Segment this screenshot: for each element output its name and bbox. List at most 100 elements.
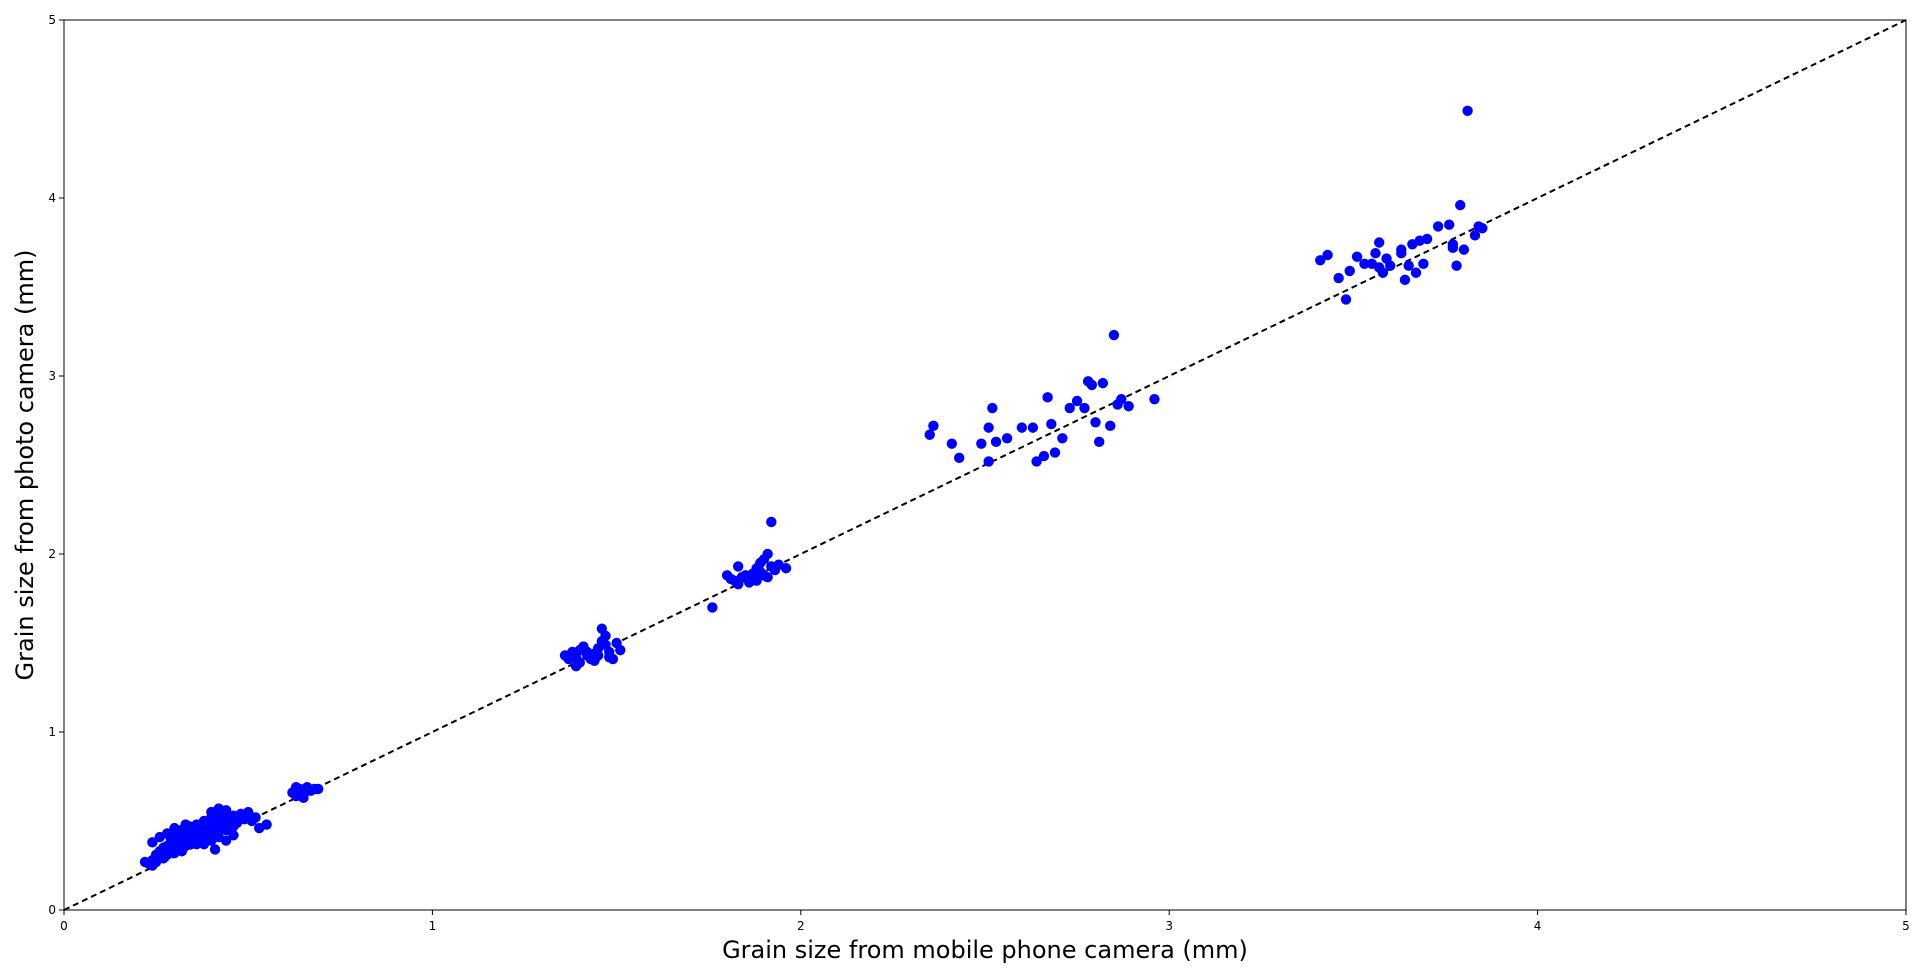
data-point bbox=[1410, 267, 1422, 278]
data-point bbox=[762, 548, 773, 560]
y-tick-label: 3 bbox=[48, 369, 56, 383]
data-point bbox=[1399, 274, 1411, 286]
data-point bbox=[1333, 272, 1344, 284]
data-point bbox=[1064, 402, 1075, 414]
data-point bbox=[1116, 393, 1127, 405]
data-point bbox=[1455, 199, 1466, 211]
y-tick-label: 2 bbox=[48, 547, 56, 561]
data-point bbox=[1123, 401, 1134, 412]
data-point bbox=[983, 422, 994, 433]
data-point bbox=[1071, 395, 1083, 407]
data-point bbox=[707, 602, 718, 613]
data-point bbox=[604, 646, 615, 658]
data-point bbox=[1477, 223, 1488, 234]
y-tick-label: 1 bbox=[48, 725, 56, 739]
data-point bbox=[1079, 402, 1090, 414]
x-tick-label: 5 bbox=[1902, 919, 1910, 933]
data-point bbox=[1090, 417, 1101, 428]
x-axis-ticks: 0 1 2 3 4 5 bbox=[60, 910, 1910, 933]
data-point bbox=[139, 856, 151, 868]
x-tick-label: 0 bbox=[60, 919, 68, 933]
data-point bbox=[987, 402, 998, 414]
data-point bbox=[1149, 393, 1160, 405]
data-point bbox=[261, 819, 272, 830]
data-point bbox=[1057, 433, 1068, 444]
y-tick-label: 4 bbox=[48, 191, 56, 205]
data-point bbox=[1443, 219, 1455, 230]
x-tick-label: 1 bbox=[429, 919, 437, 933]
data-point bbox=[1447, 242, 1459, 254]
data-point bbox=[1001, 433, 1013, 444]
data-point bbox=[301, 785, 313, 796]
y-tick-label: 5 bbox=[48, 13, 56, 27]
data-point bbox=[1344, 265, 1355, 277]
data-point bbox=[755, 566, 766, 577]
data-point bbox=[1451, 260, 1462, 271]
data-point bbox=[1432, 221, 1444, 232]
y-axis-label: Grain size from photo camera (mm) bbox=[11, 250, 39, 681]
data-point bbox=[209, 817, 221, 828]
x-tick-label: 3 bbox=[1165, 919, 1173, 933]
data-point bbox=[187, 828, 199, 839]
data-point bbox=[1403, 260, 1414, 271]
data-point bbox=[1027, 422, 1039, 433]
data-point bbox=[1373, 262, 1385, 273]
data-point bbox=[1097, 377, 1109, 389]
data-point bbox=[615, 644, 626, 656]
data-point bbox=[1373, 237, 1385, 248]
points-layer bbox=[139, 105, 1488, 871]
x-tick-label: 4 bbox=[1534, 919, 1542, 933]
data-point bbox=[780, 563, 792, 574]
data-point bbox=[169, 822, 180, 834]
data-point bbox=[762, 571, 773, 583]
data-point bbox=[766, 516, 777, 528]
data-point bbox=[287, 787, 298, 798]
data-point bbox=[1086, 379, 1098, 391]
data-point bbox=[954, 452, 965, 464]
data-point bbox=[1322, 249, 1333, 261]
data-point bbox=[1042, 392, 1053, 403]
data-point bbox=[1094, 436, 1105, 448]
data-point bbox=[1340, 294, 1352, 305]
data-point bbox=[928, 420, 939, 432]
data-point bbox=[1469, 230, 1481, 241]
plot-area-frame bbox=[63, 19, 1907, 911]
data-point bbox=[147, 837, 158, 848]
data-point bbox=[1418, 258, 1429, 270]
data-point bbox=[312, 783, 324, 795]
data-point bbox=[209, 844, 221, 855]
data-point bbox=[924, 429, 935, 440]
data-point bbox=[165, 833, 177, 844]
data-point bbox=[246, 815, 258, 827]
data-point bbox=[1105, 420, 1116, 432]
data-point bbox=[983, 456, 994, 467]
data-point bbox=[202, 826, 213, 837]
data-point bbox=[1396, 247, 1407, 259]
x-axis-label: Grain size from mobile phone camera (mm) bbox=[722, 936, 1248, 964]
y-axis-ticks: 0 1 2 3 4 5 bbox=[48, 13, 64, 917]
data-point bbox=[1038, 450, 1050, 462]
data-point bbox=[180, 819, 191, 830]
data-point bbox=[744, 577, 755, 588]
data-point bbox=[1108, 329, 1120, 341]
data-point bbox=[570, 652, 582, 663]
data-point bbox=[589, 655, 600, 666]
data-point bbox=[1462, 105, 1473, 116]
data-point bbox=[1421, 233, 1433, 245]
data-point bbox=[600, 630, 611, 642]
data-point bbox=[1359, 258, 1370, 270]
data-point bbox=[1458, 244, 1470, 255]
data-point bbox=[1031, 456, 1042, 467]
data-point bbox=[1370, 247, 1381, 259]
data-point bbox=[946, 438, 958, 449]
data-point bbox=[1351, 251, 1363, 262]
data-point bbox=[213, 831, 224, 843]
data-point bbox=[228, 830, 239, 841]
data-point bbox=[581, 646, 593, 658]
x-tick-label: 2 bbox=[797, 919, 805, 933]
data-point bbox=[220, 805, 232, 816]
data-point bbox=[228, 814, 239, 825]
data-point bbox=[1049, 447, 1061, 458]
data-point bbox=[1315, 255, 1326, 266]
